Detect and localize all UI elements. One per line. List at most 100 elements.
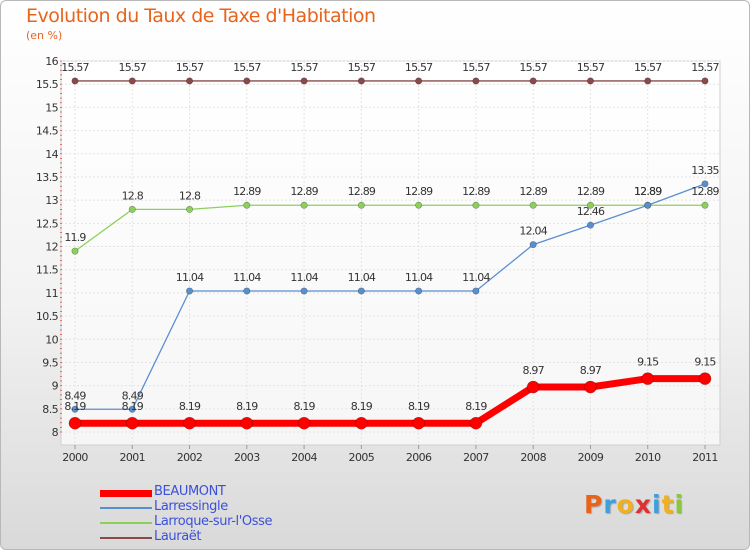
data-label: 15.57 [519, 61, 547, 74]
data-point [529, 241, 537, 249]
data-point [586, 201, 594, 209]
data-point [128, 405, 136, 413]
y-tick-label: 8 [52, 426, 59, 439]
grid-lines [61, 60, 720, 445]
data-point [243, 201, 251, 209]
data-label: 15.57 [405, 61, 433, 74]
x-tick-label: 2000 [62, 451, 88, 464]
data-point [300, 77, 308, 85]
data-point [415, 77, 423, 85]
data-label: 12.89 [634, 185, 662, 198]
data-label: 12.8 [179, 189, 201, 202]
data-point [698, 372, 712, 385]
logo-letter: x [634, 490, 652, 519]
plot-area [60, 60, 721, 446]
data-point [186, 77, 194, 85]
logo-letter: r [603, 490, 617, 519]
data-label: 15.57 [176, 61, 204, 74]
data-label: 8.49 [64, 389, 86, 402]
data-point [472, 77, 480, 85]
data-label: 8.19 [351, 400, 373, 413]
data-label: 11.04 [176, 271, 204, 284]
x-tick-label: 2008 [520, 451, 546, 464]
y-tick-label: 11 [45, 287, 58, 300]
data-point [644, 201, 652, 209]
data-point [240, 416, 254, 430]
data-point [186, 287, 194, 295]
legend-label: Larressingle [154, 499, 228, 514]
data-point [297, 416, 311, 430]
logo-letter: t [661, 490, 675, 519]
data-label: 11.04 [405, 271, 433, 284]
y-tick-label: 16 [45, 55, 58, 68]
x-tick-label: 2004 [291, 451, 317, 464]
data-point [186, 205, 194, 213]
chart-subtitle: (en %) [26, 29, 63, 42]
data-point [71, 247, 79, 255]
logo-letter: i [652, 490, 662, 519]
data-label: 11.04 [233, 271, 261, 284]
data-label: 13.35 [691, 164, 719, 177]
x-tick-label: 2010 [635, 451, 661, 464]
y-tick-label: 14.5 [36, 125, 59, 138]
legend-item: Larroque-sur-l'Osse [100, 514, 360, 530]
x-tick-label: 2007 [463, 451, 489, 464]
x-tick-label: 2002 [177, 451, 203, 464]
data-point [641, 372, 655, 385]
data-label: 12.04 [519, 225, 547, 238]
data-label: 8.19 [293, 400, 315, 413]
data-label: 8.97 [523, 364, 545, 377]
legend-swatch [100, 489, 152, 497]
x-tick-label: 2003 [234, 451, 260, 464]
data-label: 15.57 [691, 61, 719, 74]
data-point [415, 201, 423, 209]
data-point [701, 77, 709, 85]
series-line [74, 204, 705, 252]
y-tick-label: 10 [45, 333, 58, 346]
data-label: 15.57 [119, 61, 147, 74]
data-label: 12.89 [462, 185, 490, 198]
series-line [75, 183, 706, 410]
legend: BEAUMONT Larressingle Larroque-sur-l'Osse L… [100, 484, 360, 545]
legend-label: Larroque-sur-l'Osse [154, 514, 273, 529]
data-point [644, 77, 652, 85]
y-tick-label: 9 [52, 380, 59, 393]
x-tick-label: 2001 [119, 451, 145, 464]
data-label: 8.19 [179, 400, 201, 413]
data-point [357, 287, 365, 295]
data-label: 15.57 [634, 61, 662, 74]
data-label: 8.49 [122, 389, 144, 402]
data-point [355, 416, 368, 430]
data-label: 12.8 [122, 189, 144, 202]
data-label: 9.15 [694, 356, 716, 369]
data-label: 12.89 [290, 185, 318, 198]
data-label: 15.57 [61, 61, 89, 74]
data-point [586, 221, 594, 229]
data-point [128, 205, 136, 213]
legend-item: BEAUMONT [100, 484, 360, 500]
legend-swatch [100, 537, 152, 539]
data-point [243, 77, 251, 85]
data-label: 15.57 [348, 61, 376, 74]
x-tick-label: 2011 [692, 451, 718, 464]
data-point [183, 416, 196, 430]
data-point [472, 201, 480, 209]
data-label: 12.46 [577, 205, 605, 218]
y-tick-label: 15 [45, 101, 58, 114]
y-tick-label: 12.5 [36, 217, 59, 230]
data-label: 12.89 [405, 185, 433, 198]
data-label: 15.57 [462, 61, 490, 74]
data-point [472, 287, 480, 295]
y-tick-label: 9.5 [42, 356, 58, 369]
legend-swatch [100, 507, 152, 509]
legend-swatch [100, 522, 152, 524]
data-label: 11.04 [348, 271, 376, 284]
y-tick-label: 15.5 [36, 78, 59, 91]
data-point [701, 180, 709, 188]
legend-label: Lauraët [154, 529, 202, 544]
proxiti-logo: Proxiti [584, 490, 684, 519]
data-point [125, 416, 139, 430]
legend-label: BEAUMONT [154, 484, 226, 499]
data-label: 11.9 [64, 231, 86, 244]
